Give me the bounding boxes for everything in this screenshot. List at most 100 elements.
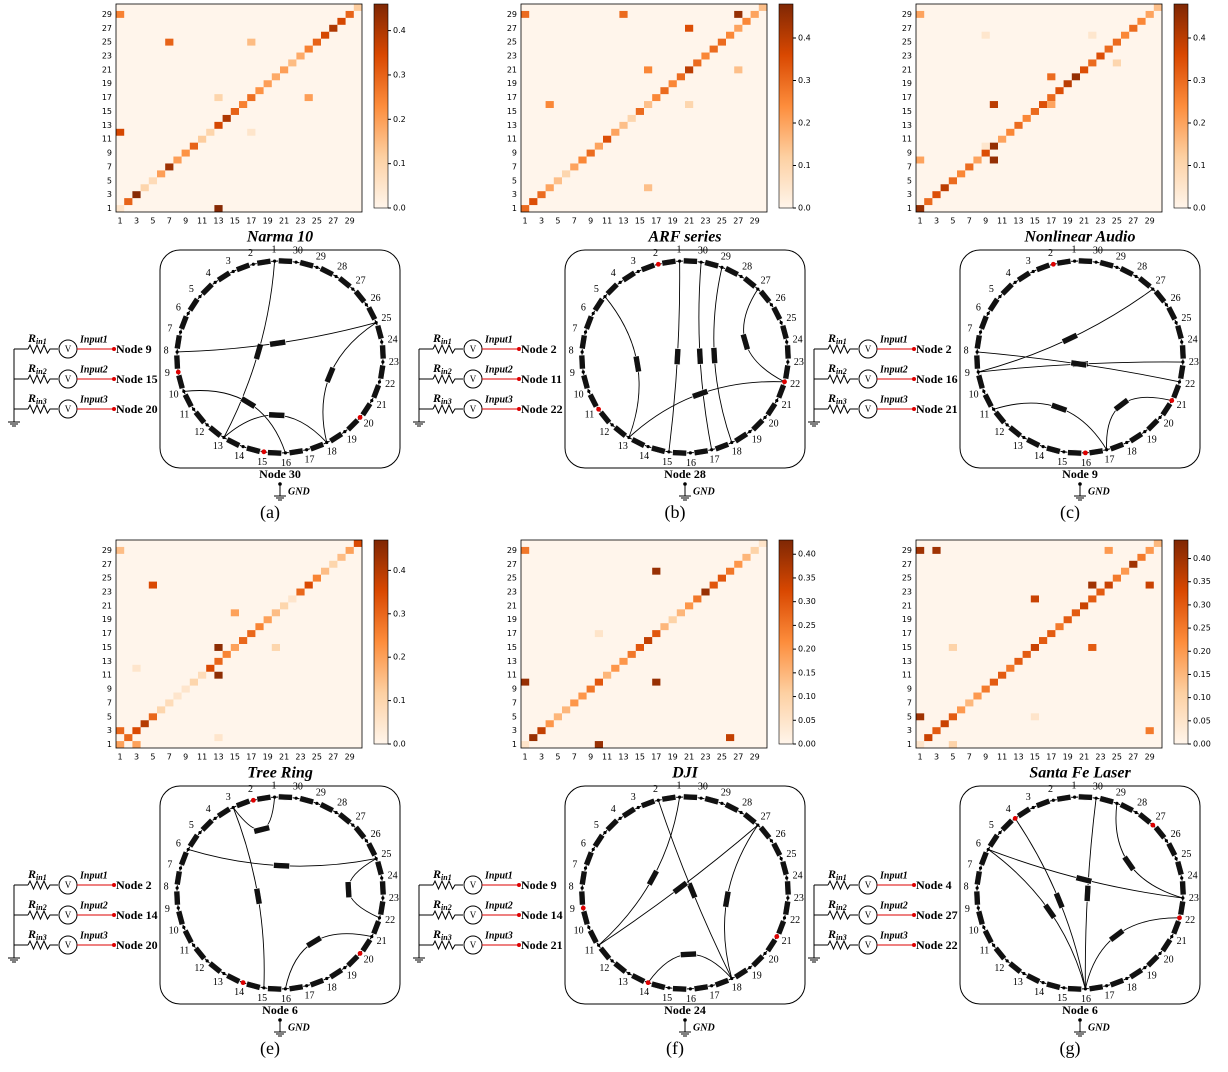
output-node: Node 28 xyxy=(664,467,706,481)
input-node-dot xyxy=(1150,822,1156,828)
heatmap-cell xyxy=(214,121,223,129)
y-tick-label: 21 xyxy=(507,601,517,610)
node-label: 2 xyxy=(653,248,658,259)
memristor xyxy=(779,860,790,877)
node-label: 12 xyxy=(994,963,1004,974)
node-label: 19 xyxy=(347,970,357,981)
x-tick-label: 1 xyxy=(523,217,528,226)
memristor xyxy=(770,305,784,322)
resistor-label: Rin2 xyxy=(432,361,452,376)
ground-label: GND xyxy=(693,1022,715,1033)
ring-node xyxy=(283,451,287,455)
y-tick-label: 11 xyxy=(507,135,517,144)
ring-node xyxy=(678,259,682,263)
heatmap-cell xyxy=(1014,121,1023,129)
resistor-sub: in2 xyxy=(836,367,847,376)
heatmap-cell xyxy=(263,616,272,624)
node-label: 5 xyxy=(189,820,194,831)
memristor xyxy=(685,881,699,900)
ring-node xyxy=(646,445,650,449)
memristor xyxy=(733,430,750,445)
memristor xyxy=(713,976,730,989)
memristor xyxy=(580,373,591,390)
heatmap-cell xyxy=(545,101,554,108)
x-tick-label: 21 xyxy=(279,217,289,226)
source-symbol: V xyxy=(865,344,872,354)
memristor xyxy=(1007,960,1023,975)
memristor xyxy=(986,832,1001,849)
memristor xyxy=(750,417,766,433)
resistor xyxy=(827,373,858,385)
node-label: 17 xyxy=(1105,455,1115,466)
heatmap-cell xyxy=(239,637,248,644)
heatmap-cell xyxy=(619,10,628,18)
input-node-dot xyxy=(240,980,246,986)
ring-node xyxy=(1174,856,1178,861)
colorbar-tick-label: 0.35 xyxy=(1193,577,1211,586)
heatmap-cell xyxy=(271,609,280,617)
heatmap-cell xyxy=(321,567,330,575)
memristor xyxy=(703,795,720,806)
memristor xyxy=(273,862,290,870)
resistor-sub: in1 xyxy=(836,873,847,882)
y-tick-label: 1 xyxy=(907,740,912,749)
ring-node xyxy=(1094,260,1098,264)
heatmap-cell xyxy=(701,588,710,596)
node-label: 25 xyxy=(1181,849,1191,860)
heatmap-cell xyxy=(734,24,743,32)
x-tick-label: 1 xyxy=(523,753,528,762)
output-node: Node 9 xyxy=(1062,467,1098,481)
connection xyxy=(223,414,328,443)
node-label: 5 xyxy=(189,284,194,295)
memristor xyxy=(1083,884,1092,902)
node-label: 28 xyxy=(742,262,752,273)
colorbar-tick-label: 0.35 xyxy=(798,573,816,582)
memristor xyxy=(672,985,688,993)
memristor xyxy=(1035,261,1052,274)
node-label: 30 xyxy=(1093,246,1103,257)
memristor xyxy=(671,879,689,896)
memristor xyxy=(999,817,1015,833)
memristor xyxy=(661,257,677,267)
heatmap-cell xyxy=(594,678,603,686)
ring-node xyxy=(591,847,595,852)
ring-node xyxy=(1174,320,1178,325)
memristor xyxy=(1179,880,1187,896)
heatmap-cell xyxy=(304,581,313,589)
heatmap-cell xyxy=(148,713,157,721)
ring-node xyxy=(636,269,640,274)
colorbar-tick-label: 0.15 xyxy=(1193,670,1211,679)
heatmap-cell xyxy=(989,142,998,150)
heatmap-cell xyxy=(271,73,280,81)
memristor xyxy=(650,980,667,991)
memristor xyxy=(1152,824,1168,841)
input-node: Node 20 xyxy=(116,402,158,416)
ring-node xyxy=(381,896,385,900)
resistor-sub: in3 xyxy=(441,933,452,942)
resistor-label: Rin1 xyxy=(432,867,452,882)
resistor-sub: in2 xyxy=(36,367,47,376)
heatmap-cell xyxy=(165,38,174,46)
memristor xyxy=(586,392,600,409)
heatmap-cell xyxy=(652,94,661,102)
memristor xyxy=(256,257,272,267)
x-tick-label: 7 xyxy=(967,753,972,762)
heatmap-cell xyxy=(247,94,256,102)
heatmap-cell xyxy=(734,66,743,74)
heatmap-cell xyxy=(353,540,362,547)
memristor xyxy=(742,275,758,290)
ring-node xyxy=(1164,839,1168,843)
panel-title: DJI xyxy=(671,765,699,782)
source-symbol: V xyxy=(65,880,72,890)
node-label: 24 xyxy=(388,871,398,882)
node-label: 2 xyxy=(653,784,658,795)
memristor xyxy=(757,288,773,305)
memristor xyxy=(1174,324,1185,341)
x-tick-label: 29 xyxy=(750,217,760,226)
ring-node xyxy=(1005,423,1009,427)
ring-node xyxy=(176,906,180,910)
x-tick-label: 17 xyxy=(651,217,661,226)
input-node-dot xyxy=(580,905,586,911)
colorbar-tick-label: 0.3 xyxy=(393,609,406,618)
heatmap-cell xyxy=(1022,114,1031,122)
